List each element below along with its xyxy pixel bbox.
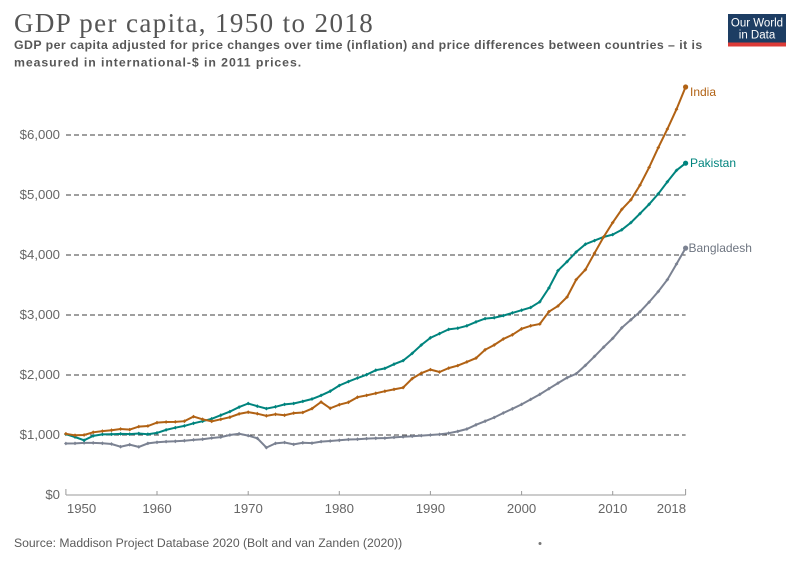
svg-text:GDP per capita adjusted for pr: GDP per capita adjusted for price change… [14,38,703,52]
svg-text:Our World: Our World [731,18,783,30]
svg-text:1990: 1990 [416,501,445,516]
svg-text:Bangladesh: Bangladesh [689,241,752,255]
svg-text:measured in international-$ in: measured in international-$ in 2011 pric… [14,56,302,70]
svg-text:2018: 2018 [657,501,686,516]
svg-text:1950: 1950 [67,501,96,516]
svg-text:$4,000: $4,000 [20,247,60,262]
svg-text:1980: 1980 [325,501,354,516]
svg-text:1960: 1960 [142,501,171,516]
svg-text:1970: 1970 [234,501,263,516]
svg-text:$0: $0 [45,487,60,502]
svg-text:$5,000: $5,000 [20,187,60,202]
svg-text:Pakistan: Pakistan [690,156,736,170]
svg-text:2010: 2010 [598,501,627,516]
svg-text:2000: 2000 [507,501,536,516]
svg-text:India: India [690,85,716,99]
svg-text:$3,000: $3,000 [20,307,60,322]
svg-text:in Data: in Data [739,30,776,42]
svg-text:$6,000: $6,000 [20,127,60,142]
svg-text:$1,000: $1,000 [20,427,60,442]
svg-text:Source: Maddison Project Datab: Source: Maddison Project Database 2020 (… [14,536,402,550]
svg-text:GDP per capita, 1950 to 2018: GDP per capita, 1950 to 2018 [14,8,374,38]
svg-text:$2,000: $2,000 [20,367,60,382]
